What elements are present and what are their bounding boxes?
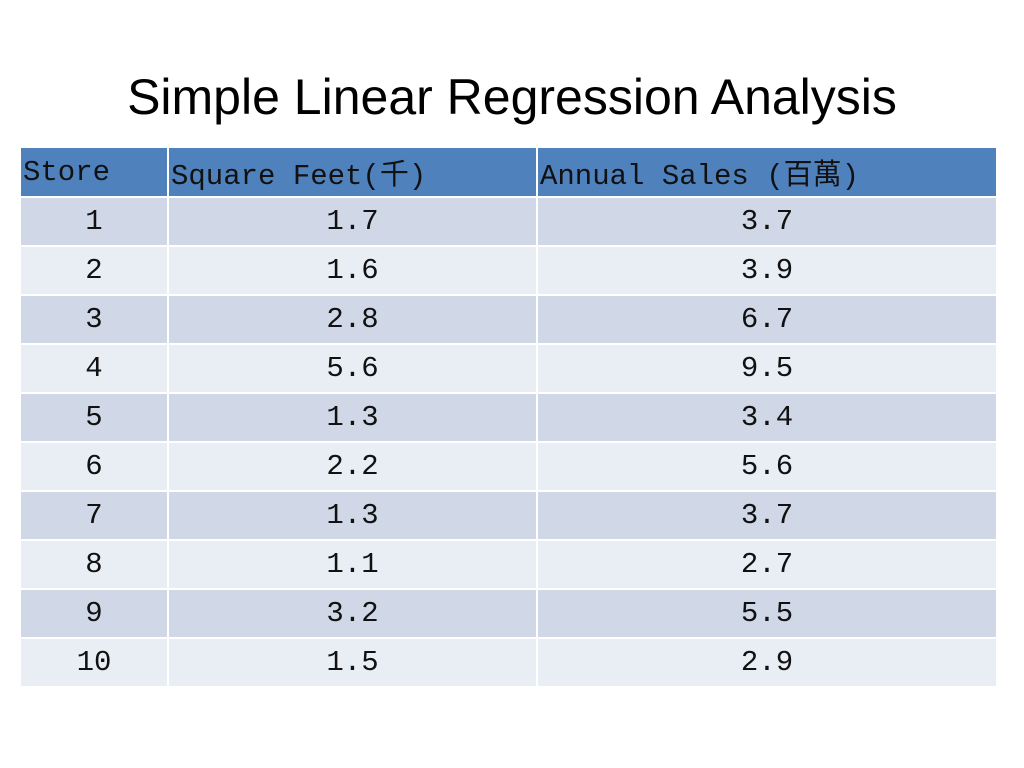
store-cell: 4 [19, 343, 169, 394]
store-cell: 6 [19, 441, 169, 492]
table-row: 3 2.8 6.7 [19, 294, 998, 345]
table-row: 6 2.2 5.6 [19, 441, 998, 492]
store-cell: 7 [19, 490, 169, 541]
annual-sales-cell: 3.4 [536, 392, 998, 443]
annual-sales-cell: 3.7 [536, 196, 998, 247]
table-row: 9 3.2 5.5 [19, 588, 998, 639]
square-feet-cell: 1.6 [167, 245, 538, 296]
annual-sales-cell: 9.5 [536, 343, 998, 394]
table-row: 1 1.7 3.7 [19, 196, 998, 247]
table-row: 5 1.3 3.4 [19, 392, 998, 443]
annual-sales-cell: 2.9 [536, 637, 998, 688]
table-row: 8 1.1 2.7 [19, 539, 998, 590]
store-cell: 2 [19, 245, 169, 296]
annual-sales-cell: 3.9 [536, 245, 998, 296]
header-store: Store [19, 146, 169, 198]
store-cell: 8 [19, 539, 169, 590]
table-row: 2 1.6 3.9 [19, 245, 998, 296]
store-cell: 5 [19, 392, 169, 443]
data-table: Store Square Feet(千) Annual Sales (百萬) 1… [19, 146, 998, 688]
square-feet-cell: 2.2 [167, 441, 538, 492]
header-square-feet: Square Feet(千) [167, 146, 538, 198]
table-row: 10 1.5 2.9 [19, 637, 998, 688]
square-feet-cell: 3.2 [167, 588, 538, 639]
square-feet-cell: 1.3 [167, 392, 538, 443]
square-feet-cell: 2.8 [167, 294, 538, 345]
square-feet-cell: 1.3 [167, 490, 538, 541]
header-annual-sales: Annual Sales (百萬) [536, 146, 998, 198]
store-cell: 9 [19, 588, 169, 639]
annual-sales-cell: 5.5 [536, 588, 998, 639]
store-cell: 10 [19, 637, 169, 688]
table-row: 7 1.3 3.7 [19, 490, 998, 541]
square-feet-cell: 1.1 [167, 539, 538, 590]
annual-sales-cell: 3.7 [536, 490, 998, 541]
table-header-row: Store Square Feet(千) Annual Sales (百萬) [19, 146, 998, 198]
square-feet-cell: 1.5 [167, 637, 538, 688]
slide-title: Simple Linear Regression Analysis [127, 69, 897, 125]
store-cell: 3 [19, 294, 169, 345]
store-cell: 1 [19, 196, 169, 247]
annual-sales-cell: 2.7 [536, 539, 998, 590]
annual-sales-cell: 6.7 [536, 294, 998, 345]
square-feet-cell: 1.7 [167, 196, 538, 247]
table-row: 4 5.6 9.5 [19, 343, 998, 394]
square-feet-cell: 5.6 [167, 343, 538, 394]
annual-sales-cell: 5.6 [536, 441, 998, 492]
